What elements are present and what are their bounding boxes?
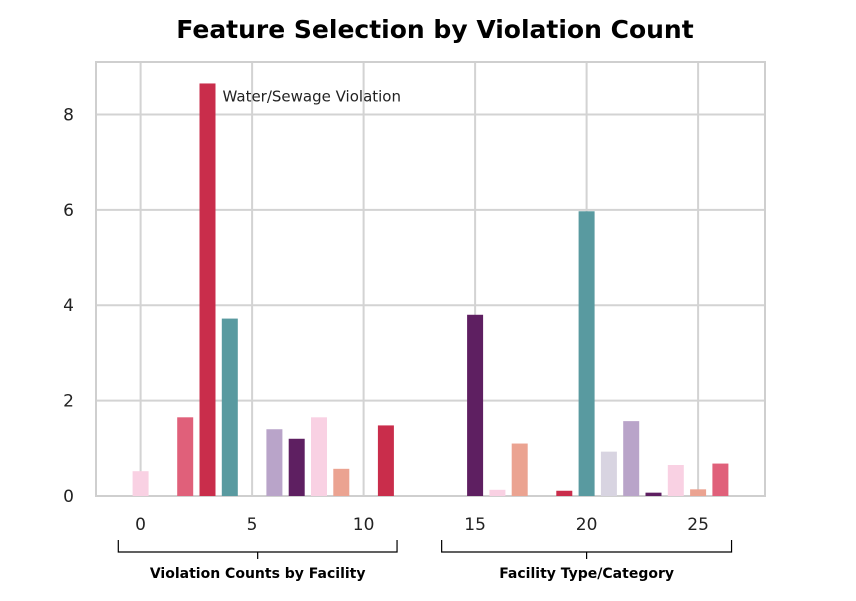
bar bbox=[311, 417, 327, 496]
bar bbox=[199, 83, 216, 496]
x-tick-label: 20 bbox=[576, 515, 598, 535]
bar bbox=[578, 211, 595, 496]
group-label: Facility Type/Category bbox=[499, 566, 674, 582]
x-tick-label: 25 bbox=[687, 515, 709, 535]
bar bbox=[221, 318, 238, 496]
y-tick-label: 2 bbox=[63, 392, 74, 412]
bars bbox=[132, 83, 729, 496]
bar bbox=[467, 314, 484, 496]
x-tick-label: 5 bbox=[247, 515, 258, 535]
y-tick-label: 4 bbox=[63, 296, 74, 316]
annotations: Water/Sewage Violation bbox=[223, 87, 402, 105]
y-tick-label: 6 bbox=[63, 201, 74, 221]
bar bbox=[600, 451, 617, 496]
annotation: Water/Sewage Violation bbox=[223, 87, 402, 105]
bar bbox=[667, 465, 684, 496]
plot-frame bbox=[95, 61, 766, 497]
bar bbox=[377, 425, 394, 496]
bar bbox=[690, 489, 707, 496]
bar bbox=[177, 417, 194, 496]
grid bbox=[96, 62, 765, 497]
y-tick-label: 0 bbox=[63, 487, 74, 507]
bar bbox=[556, 490, 573, 496]
x-tick-label: 15 bbox=[464, 515, 486, 535]
tick-labels: 0 5 10 15 20 25 0 2 4 6 8 bbox=[63, 105, 709, 535]
y-tick-label: 8 bbox=[63, 105, 74, 125]
bar bbox=[333, 468, 350, 496]
x-tick-label: 0 bbox=[135, 515, 146, 535]
chart-title: Feature Selection by Violation Count bbox=[176, 15, 693, 44]
group-label: Violation Counts by Facility bbox=[150, 566, 366, 582]
bar bbox=[511, 443, 528, 496]
group-bracket bbox=[117, 540, 398, 559]
bar bbox=[266, 429, 283, 496]
bar bbox=[645, 492, 662, 496]
bar bbox=[712, 463, 729, 496]
bar bbox=[489, 489, 506, 496]
bar bbox=[288, 438, 305, 496]
bar bbox=[132, 471, 149, 496]
group-bracket bbox=[441, 540, 733, 559]
group-brackets: Violation Counts by Facility Facility Typ… bbox=[117, 540, 733, 582]
bar bbox=[623, 421, 640, 496]
x-tick-label: 10 bbox=[353, 515, 375, 535]
